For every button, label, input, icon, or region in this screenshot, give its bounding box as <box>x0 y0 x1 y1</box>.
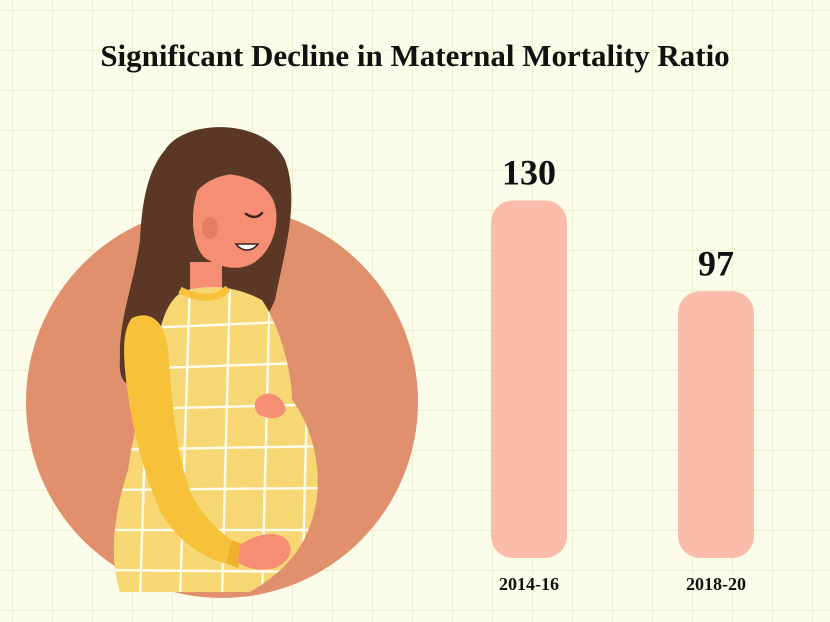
hand-upper <box>254 393 286 419</box>
hand-lower <box>238 534 291 570</box>
bar-value-label: 97 <box>698 243 734 283</box>
chart-title: Significant Decline in Maternal Mortalit… <box>100 38 730 73</box>
bar-value-label: 130 <box>502 153 556 193</box>
category-label: 2014-16 <box>499 574 559 594</box>
category-label: 2018-20 <box>686 574 746 594</box>
bar-2018-20 <box>678 291 754 558</box>
sleeve <box>124 315 240 565</box>
bar-2014-16 <box>491 200 567 558</box>
